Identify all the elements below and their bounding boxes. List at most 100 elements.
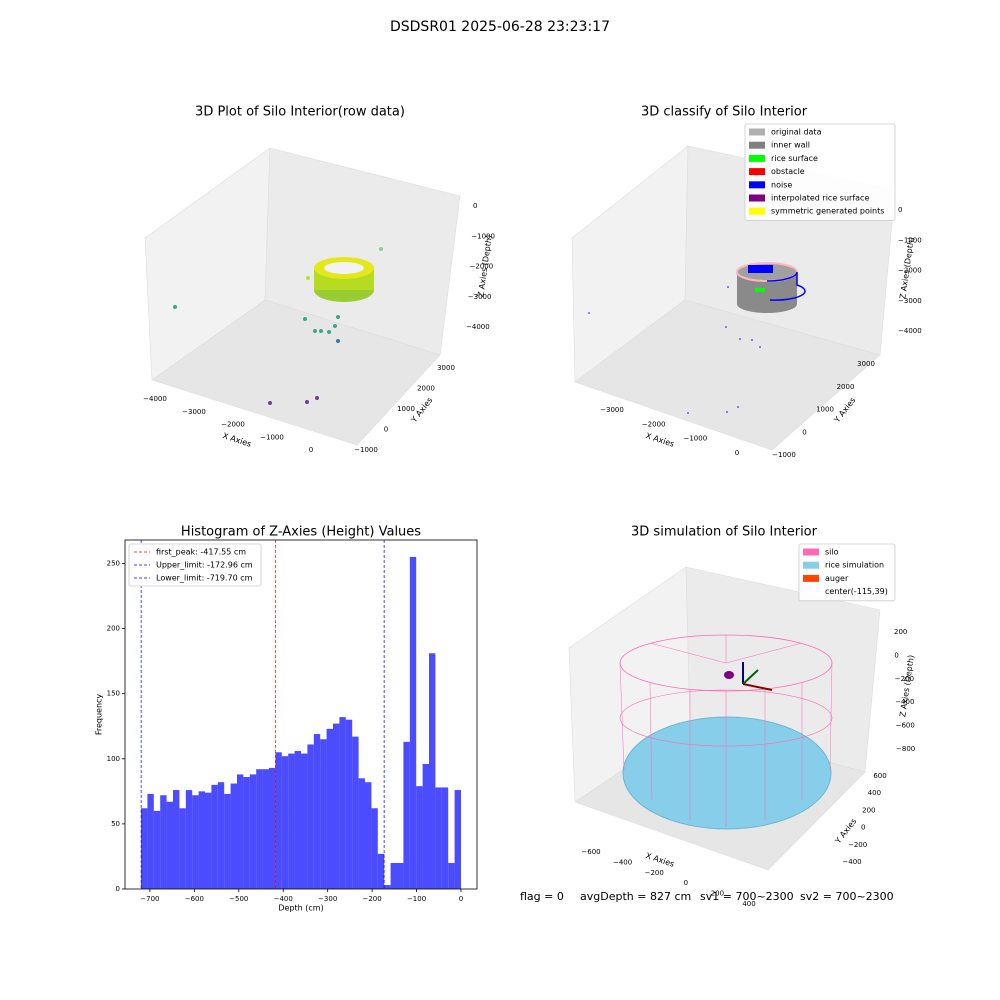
bar (301, 753, 308, 889)
y-tick-label: −1000 (354, 446, 378, 454)
bar (441, 787, 449, 889)
chart-title: 3D simulation of Silo Interior (631, 525, 818, 540)
bar (198, 791, 205, 889)
x-tick-label: −600 (185, 895, 204, 903)
x-tick-label: −400 (274, 895, 293, 903)
bar (173, 790, 180, 889)
chart-title: 3D classify of Silo Interior (641, 105, 808, 120)
y-tick-label: 200 (107, 625, 120, 633)
x-axis-label: X Axies (645, 431, 676, 449)
footer-text: avgDepth = 827 cm (580, 890, 691, 903)
x-tick-label: −600 (581, 848, 600, 856)
legend-swatch (803, 561, 819, 569)
z-tick-label: −600 (896, 722, 915, 730)
legend-label: Lower_limit: -719.70 cm (156, 574, 253, 583)
z-tick-label: −4000 (898, 327, 922, 335)
y-tick-label: 100 (107, 755, 120, 763)
chart-title: Histogram of Z-Axies (Height) Values (181, 525, 421, 540)
bar (435, 787, 442, 889)
y-tick-label: 1000 (816, 406, 834, 414)
legend-label: original data (771, 128, 822, 137)
bar (269, 767, 276, 889)
bar (141, 808, 148, 889)
z-tick-label: −800 (896, 745, 915, 753)
bar (281, 756, 289, 889)
bar (352, 736, 359, 889)
legend-label: interpolated rice surface (771, 194, 869, 203)
z-tick-label: −400 (895, 698, 914, 706)
bar (320, 739, 327, 889)
y-tick-label: −400 (842, 858, 861, 866)
x-tick-label: 0 (459, 895, 463, 903)
legend-label: auger (825, 574, 849, 583)
z-tick-label: 0 (473, 202, 477, 210)
bar (454, 790, 461, 889)
legend-label: obstacle (771, 167, 805, 176)
z-axis-label: Z Axies (Depth) (898, 654, 916, 717)
x-tick-label: 200 (711, 890, 724, 898)
legend-swatch (803, 574, 819, 582)
bar (429, 653, 436, 889)
legend-label: inner wall (771, 141, 810, 150)
y-tick-label: 1000 (397, 405, 415, 413)
chart-title: 3D Plot of Silo Interior(row data) (195, 105, 405, 120)
bar (333, 723, 340, 889)
x-tick-label: −700 (140, 895, 159, 903)
panel-3d-box (144, 147, 461, 446)
y-tick-label: 600 (873, 772, 886, 780)
x-tick-label: −3000 (600, 406, 624, 414)
bar (422, 763, 429, 889)
bar (448, 862, 455, 889)
bar (230, 783, 237, 889)
x-tick-label: −200 (362, 895, 381, 903)
legend-label: first_peak: -417.55 cm (156, 548, 246, 557)
legend-box (128, 543, 262, 587)
x-tick-label: −1000 (683, 435, 707, 443)
legend-label: silo (825, 548, 839, 557)
y-tick-label: 0 (384, 426, 388, 434)
panel-3d-box (568, 566, 881, 871)
bar (390, 862, 397, 889)
legend-label: center(-115,39) (825, 587, 888, 596)
x-tick-label: −300 (318, 895, 337, 903)
legend-swatch (749, 181, 765, 189)
x-tick-label: 0 (684, 879, 688, 887)
bar (262, 769, 269, 889)
legend-label: rice surface (771, 154, 818, 163)
z-tick-label: −4000 (466, 323, 490, 331)
bar (249, 774, 257, 889)
z-tick-label: 0 (894, 651, 898, 659)
bar (294, 750, 301, 889)
y-tick-label: 200 (862, 806, 875, 814)
legend-box (744, 123, 896, 221)
bar (403, 741, 410, 889)
bar (397, 862, 404, 889)
bar (237, 774, 244, 889)
z-tick-label: −1000 (471, 232, 495, 240)
x-tick-label: −400 (613, 858, 632, 866)
legend-swatch (749, 141, 765, 149)
y-tick-label: 0 (861, 824, 865, 832)
footer-text: flag = 0 (520, 890, 564, 903)
y-tick-label: 0 (802, 428, 806, 436)
legend-swatch (749, 207, 765, 215)
z-tick-label: 0 (898, 206, 902, 214)
bar (205, 792, 212, 889)
bar (217, 782, 225, 889)
z-tick-label: −1000 (898, 236, 922, 244)
y-axis-label: Frequency (95, 694, 104, 736)
x-tick-label: −200 (645, 869, 664, 877)
y-tick-label: 400 (868, 789, 881, 797)
legend-swatch (749, 168, 765, 176)
bar (371, 808, 378, 889)
bar (192, 795, 199, 889)
x-tick-label: −100 (407, 895, 426, 903)
bar (339, 717, 346, 889)
bar (345, 719, 353, 889)
figure-title: DSDSR01 2025-06-28 23:23:17 (390, 19, 610, 35)
bar (275, 752, 282, 889)
bar (365, 782, 372, 889)
z-tick-label: 200 (894, 628, 907, 636)
footer: flag = 0 avgDepth = 827 cm sv1 = 700~230… (520, 890, 894, 903)
y-tick-label: 3000 (437, 364, 455, 372)
